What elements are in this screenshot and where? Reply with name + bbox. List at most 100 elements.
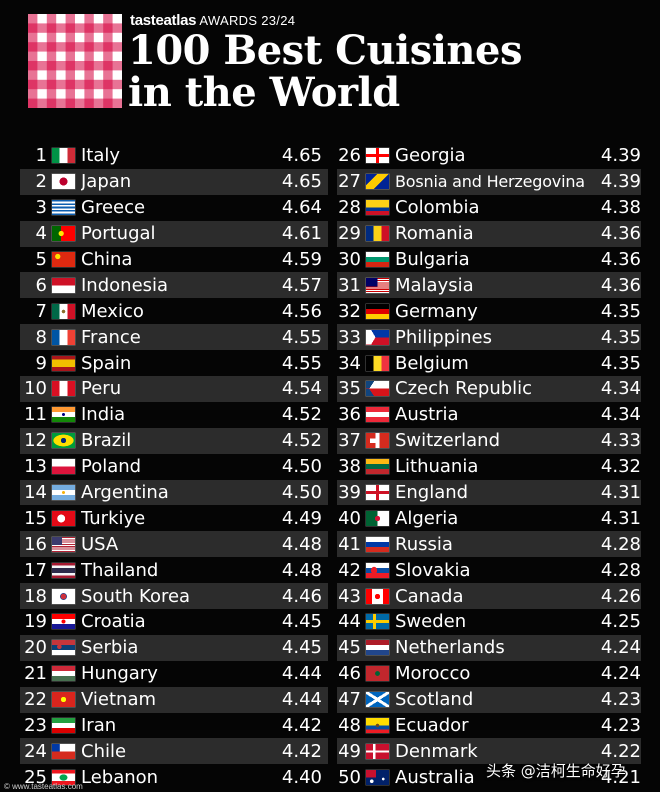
rating-score: 4.31 (600, 482, 641, 504)
rating-score: 4.23 (600, 715, 641, 737)
rating-score: 4.48 (281, 533, 322, 555)
country-name: Belgium (395, 352, 469, 374)
rating-score: 4.52 (281, 404, 322, 426)
rank-number: 28 (338, 197, 361, 219)
flag-br-icon (52, 433, 75, 449)
rank-number: 40 (338, 507, 361, 529)
ranking-row: 43 Canada 4.26 (337, 583, 641, 610)
country-name: Slovakia (395, 559, 471, 581)
brand-name: tasteatlas (130, 12, 197, 29)
country-name: South Korea (81, 585, 191, 607)
flag-ch-icon (366, 433, 389, 449)
rank-number: 31 (338, 274, 361, 296)
rating-score: 4.44 (281, 663, 322, 685)
flag-vn-icon (52, 692, 75, 708)
rank-number: 50 (338, 766, 361, 788)
rank-number: 35 (338, 378, 361, 400)
country-name: Chile (81, 740, 127, 762)
flag-dz-icon (366, 510, 389, 526)
rank-number: 9 (35, 352, 47, 374)
flag-pt-icon (52, 226, 75, 242)
country-name: Serbia (81, 637, 139, 659)
source-credit: © www.tasteatlas.com (4, 782, 83, 791)
ranking-row: 28 Colombia 4.38 (337, 195, 641, 221)
rank-number: 23 (24, 715, 47, 737)
watermark: 头条 @洁柯生命好孕 (486, 762, 626, 780)
rating-score: 4.38 (600, 197, 641, 219)
rank-number: 45 (338, 637, 361, 659)
country-name: Czech Republic (395, 378, 533, 400)
flag-cn-icon (52, 252, 75, 267)
flag-id-icon (52, 277, 75, 293)
country-name: Russia (395, 533, 453, 555)
rank-number: 2 (35, 171, 47, 193)
rank-number: 21 (24, 663, 47, 685)
rating-score: 4.25 (600, 611, 641, 633)
rating-score: 4.48 (281, 559, 322, 581)
ranking-row: 47 Scotland 4.23 (337, 686, 641, 713)
flag-pe-icon (52, 381, 75, 397)
country-name: Sweden (395, 611, 467, 633)
rank-number: 37 (338, 430, 361, 452)
rank-number: 12 (24, 430, 47, 452)
rating-score: 4.49 (281, 507, 322, 529)
country-name: Ecuador (395, 715, 469, 737)
flag-sc-icon (366, 692, 389, 708)
country-name: Portugal (81, 223, 156, 245)
rank-number: 47 (338, 689, 361, 711)
flag-ph-icon (366, 329, 389, 345)
ranking-row: 39 England 4.31 (337, 479, 641, 506)
flag-au-icon (366, 769, 389, 785)
flag-us-icon (52, 536, 75, 552)
country-name: Croatia (81, 611, 146, 633)
flag-dk-icon (366, 743, 389, 759)
rank-number: 14 (24, 482, 47, 504)
ranking-row: 22 Vietnam 4.44 (20, 686, 328, 713)
flag-gr-icon (52, 200, 75, 216)
flag-th-icon (52, 562, 75, 578)
ranking-row: 10 Peru 4.54 (20, 376, 328, 402)
flag-en-icon (366, 485, 389, 501)
country-name: Spain (81, 352, 132, 374)
flag-ma-icon (366, 666, 389, 682)
ranking-row: 42 Slovakia 4.28 (337, 557, 641, 583)
rank-number: 48 (338, 715, 361, 737)
flag-co-icon (366, 200, 389, 216)
country-name: Turkiye (81, 507, 146, 529)
ranking-row: 50 Australia 4.21 (337, 764, 641, 790)
ranking-row: 27 Bosnia and Herzegovina 4.39 (337, 168, 641, 195)
rating-score: 4.50 (281, 482, 322, 504)
flag-rs-icon (52, 640, 75, 656)
rating-score: 4.46 (281, 585, 322, 607)
country-name: Argentina (81, 482, 169, 504)
ranking-row: 16 USA 4.48 (20, 531, 328, 558)
flag-de-icon (366, 303, 389, 319)
rank-number: 1 (35, 145, 47, 167)
rating-score: 4.42 (281, 715, 322, 737)
rating-score: 4.33 (600, 430, 641, 452)
rank-number: 24 (24, 740, 47, 762)
rank-number: 22 (24, 689, 47, 711)
rating-score: 4.26 (600, 585, 641, 607)
country-name: Mexico (81, 300, 144, 322)
ranking-row: 5 China 4.59 (20, 247, 328, 273)
rank-number: 43 (338, 585, 361, 607)
awards-label: AWARDS 23/24 (199, 13, 296, 28)
country-name: Greece (81, 197, 146, 219)
rank-number: 29 (338, 223, 361, 245)
rating-score: 4.56 (281, 300, 322, 322)
rating-score: 4.42 (281, 740, 322, 762)
ranking-row: 11 India 4.52 (20, 402, 328, 428)
rating-score: 4.61 (281, 223, 322, 245)
ranking-row: 40 Algeria 4.31 (337, 505, 641, 531)
country-name: Indonesia (81, 274, 169, 296)
rating-score: 4.65 (281, 145, 322, 167)
rank-number: 44 (338, 611, 361, 633)
flag-it-icon (52, 148, 75, 164)
rank-number: 13 (24, 456, 47, 478)
rating-score: 4.50 (281, 456, 322, 478)
flag-my-icon (366, 277, 389, 293)
country-name: Iran (81, 715, 117, 737)
flag-at-icon (366, 407, 389, 423)
flag-ge-icon (366, 148, 389, 164)
